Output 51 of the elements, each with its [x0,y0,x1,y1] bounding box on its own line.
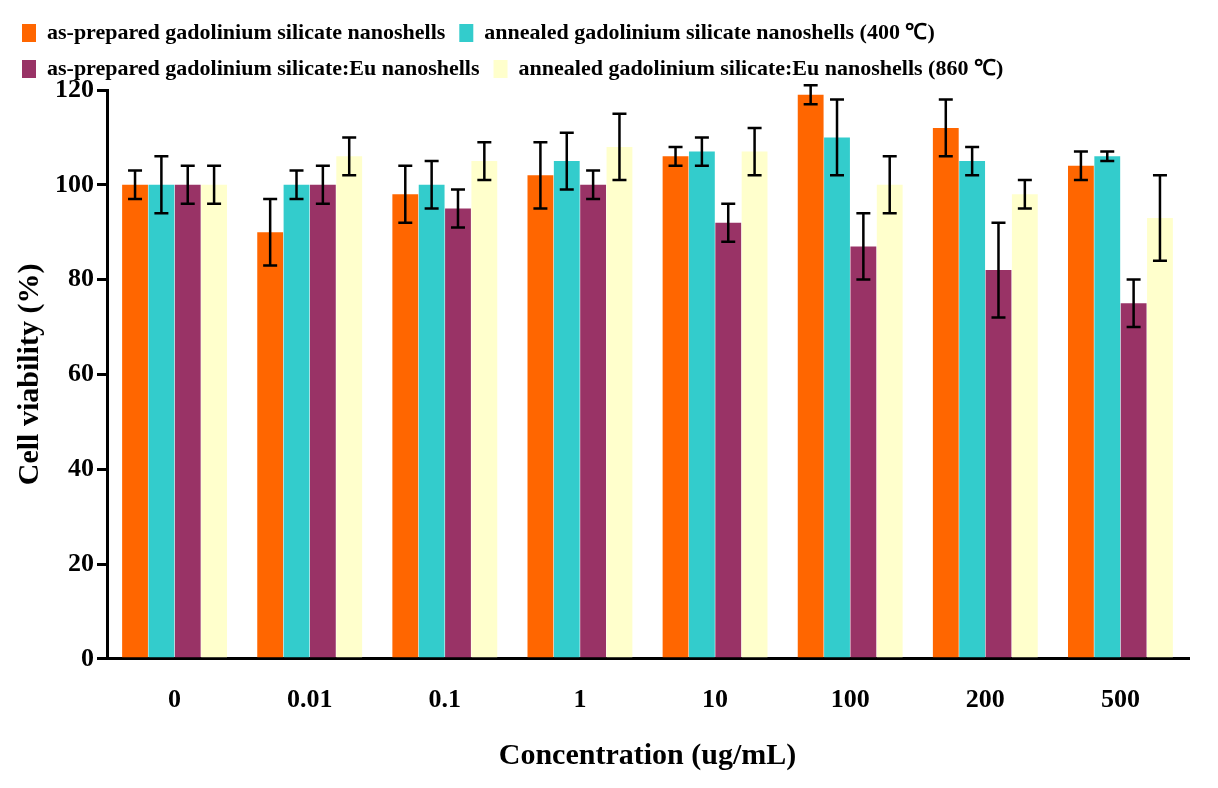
x-tick-label: 10 [702,684,729,714]
bar [741,151,768,658]
legend-label: annealed gadolinium silicate nanoshells (400 ℃) [484,18,935,44]
bar [174,184,201,658]
bar [876,184,903,658]
bar [580,184,607,658]
bar [283,184,310,658]
bar [797,94,824,658]
bar [824,137,850,658]
y-tick-label: 0 [81,642,94,672]
bar [1068,165,1094,658]
x-tick-label: 100 [830,684,870,714]
bar [553,161,580,658]
x-tick-label: 0.01 [286,684,333,714]
bar [1011,194,1038,658]
bar [257,232,284,658]
bar [148,184,175,658]
bar [1120,303,1147,658]
bar [336,156,363,658]
bar [418,184,445,658]
x-tick-label: 0.1 [428,684,462,714]
bar [932,127,959,658]
x-tick-label: 0 [168,684,182,714]
bar [606,146,633,658]
x-axis-title: Concentration (ug/mL) [498,736,797,771]
legend-label: as-prepared gadolinium silicate nanoshells [47,18,446,44]
bar [850,246,877,658]
bar [1094,156,1121,658]
bar [662,156,689,658]
bar [985,270,1012,658]
y-tick-label: 80 [68,263,94,293]
bar [688,151,715,658]
bar [201,184,227,658]
y-tick-label: 60 [68,358,94,388]
x-tick-label: 200 [965,684,1005,714]
bar [1147,217,1173,658]
y-axis-title: Cell viability (%) [10,263,45,486]
bar [471,161,498,658]
y-tick-label: 100 [55,168,94,198]
y-tick-label: 20 [68,547,94,577]
bar [527,175,554,658]
bar [959,161,986,658]
bar [309,184,336,658]
x-tick-label: 1 [573,684,587,714]
y-tick-label: 40 [68,452,94,482]
bar [715,222,742,658]
x-tick-label: 500 [1100,684,1140,714]
legend-label: annealed gadolinium silicate:Eu nanoshells (860 ℃) [518,54,1004,80]
bar [445,208,471,658]
bar [122,184,148,658]
bar [392,194,419,658]
